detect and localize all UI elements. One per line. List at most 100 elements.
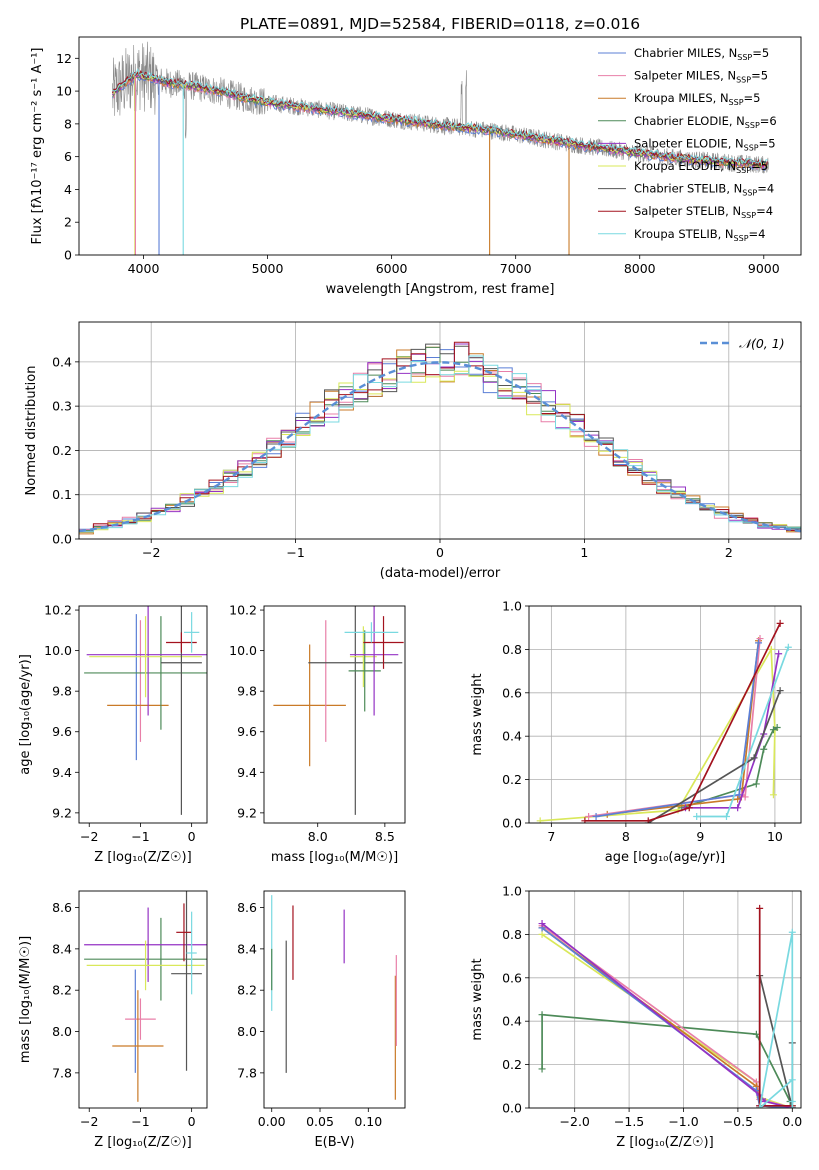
mass_vs_Z-ytick-label: 7.8	[52, 1065, 72, 1080]
weight_vs_Z-series-chabrier-miles	[541, 927, 793, 1108]
weight_vs_Z-xtick-label: −1.5	[614, 1114, 644, 1129]
mass_vs_Z-ytick-label: 8.6	[52, 900, 72, 915]
mass_vs_Z-point-kroupa-elodie	[86, 940, 205, 991]
age_vs_mass-point-kroupa-elodie	[349, 626, 377, 688]
weight_vs_age-series-chabrier-miles-marker	[755, 639, 763, 647]
mass_vs_Z-axes: −2 −1 0 7.8 8.0 8.2 8.4 8.6 Z [log₁₀(Z/Z☉)] mass …	[18, 900, 196, 1150]
weight_vs_age-series-salpeter-stelib	[584, 623, 781, 822]
age_vs_Z-xtick-label: −2	[80, 829, 98, 844]
weight_vs_Z-xtick-label: −2.0	[560, 1114, 590, 1129]
legend-label-salpeter-stelib: Salpeter STELIB, NSSP=4	[634, 204, 773, 220]
age_vs_Z-point-salpeter-elodie	[86, 606, 207, 716]
gaussian-legend-label: 𝒩(0, 1)	[739, 336, 785, 351]
spectrum-xtick-label: 9000	[748, 261, 780, 276]
weight_vs_Z-series-kroupa-stelib-marker	[756, 1104, 764, 1108]
weight_vs_Z-series-kroupa-stelib-marker	[788, 1104, 796, 1108]
residuals-xtick-label: 1	[580, 545, 588, 560]
weight_vs_age-series-salpeter-miles-marker	[756, 635, 764, 643]
residuals-xlabel: (data-model)/error	[380, 566, 501, 581]
mass_vs_EBV-ytick-label: 8.4	[237, 941, 257, 956]
age_vs_Z-ytick-label: 9.6	[52, 724, 72, 739]
weight_vs_age-series-kroupa-stelib-marker	[693, 812, 701, 820]
mass_vs_EBV-ytick-label: 8.0	[237, 1024, 257, 1039]
spectrum-ytick-label: 4	[64, 182, 72, 197]
weight_vs_age-series-chabrier-elodie-marker	[769, 726, 777, 734]
weight_vs_age-ylabel: mass weight	[470, 673, 485, 755]
mass_vs_Z-point-kroupa-stelib	[186, 911, 197, 995]
weight_vs_age-series-kroupa-elodie-marker	[769, 791, 777, 799]
residuals-xtick-label: 2	[725, 545, 733, 560]
mass_vs_Z-point-salpeter-elodie	[84, 907, 207, 982]
age_vs_Z-point-chabrier-elodie	[84, 616, 207, 730]
residuals-ytick-label: 0.1	[52, 487, 72, 502]
weight_vs_Z-ytick-label: 1.0	[502, 884, 522, 899]
age_vs_mass-plot-area	[273, 606, 404, 815]
spectrum-ytick-label: 10	[56, 84, 72, 99]
weight_vs_age-series-kroupa-elodie-marker	[536, 817, 544, 823]
weight_vs_age-series-kroupa-stelib-marker	[722, 812, 730, 820]
weight_vs_age-ytick-label: 0.0	[502, 816, 522, 831]
gaussian-curve	[79, 361, 801, 533]
model-spectrum-kroupa-stelib	[112, 68, 768, 165]
weight_vs_Z-series-salpeter-stelib-marker	[756, 904, 764, 912]
age_vs_Z-axes: −2 −1 0 9.2 9.4 9.6 9.8 10.0 10.2 Z [log₁₀(Z/Z☉)]…	[18, 603, 196, 865]
legend-label-salpeter-elodie: Salpeter ELODIE, NSSP=5	[634, 136, 776, 152]
residuals-xtick-label: 0	[436, 545, 444, 560]
weight_vs_age-series-kroupa-elodie-marker	[767, 645, 775, 653]
weight_vs_age-series-chabrier-elodie-marker	[773, 724, 781, 732]
age_vs_Z-ytick-label: 10.0	[44, 643, 72, 658]
age_vs_Z-point-chabrier-stelib	[160, 606, 202, 815]
age_vs_mass-point-kroupa-miles	[273, 644, 346, 767]
mass_vs_Z-xtick-label: −2	[80, 1114, 98, 1129]
weight_vs_age-xtick-label: 8	[622, 829, 630, 844]
spectrum-legend: Chabrier MILES, NSSP=5 Salpeter MILES, NS…	[598, 46, 777, 243]
weight_vs_age-series-chabrier-miles-marker	[592, 812, 600, 820]
weight_vs_Z-series-salpeter-elodie	[541, 922, 793, 1108]
weight_vs_Z-series-salpeter-elodie-marker	[538, 920, 546, 928]
mass_vs_EBV-xlabel: E(B-V)	[314, 1135, 354, 1150]
mass_vs_Z-ytick-label: 8.0	[52, 1024, 72, 1039]
legend-label-chabrier-stelib: Chabrier STELIB, NSSP=4	[634, 182, 774, 198]
mass_vs_EBV-xtick-label: 0.05	[306, 1114, 334, 1129]
weight_vs_Z-ytick-label: 0.2	[502, 1057, 522, 1072]
age_vs_mass-ytick-label: 10.0	[229, 643, 257, 658]
age_vs_Z-point-kroupa-elodie	[89, 616, 202, 698]
weight_vs_age-series-kroupa-stelib-marker	[784, 643, 792, 651]
weight_vs_Z-series-kroupa-stelib-marker	[788, 1076, 796, 1084]
weight_vs_age-xtick-label: 9	[696, 829, 704, 844]
weight_vs_age-series-salpeter-elodie-marker	[734, 804, 742, 812]
weight_vs_age-series-salpeter-elodie-marker	[775, 650, 783, 658]
age_vs_mass-ytick-label: 10.2	[229, 603, 257, 618]
spectrum-xtick-label: 5000	[252, 261, 284, 276]
weight_vs_age-ytick-label: 0.4	[502, 729, 522, 744]
spectrum-ytick-label: 6	[64, 149, 72, 164]
mass_vs_EBV-ytick-label: 8.2	[237, 983, 257, 998]
weight_vs_Z-frame	[528, 890, 802, 1109]
weight_vs_Z-ytick-label: 0.8	[502, 927, 522, 942]
residuals-ytick-label: 0.2	[52, 443, 72, 458]
weight_vs_Z-series-chabrier-elodie-marker	[752, 1030, 760, 1038]
observed-spectrum	[112, 41, 769, 174]
weight_vs_age-series-salpeter-stelib-marker	[581, 817, 589, 823]
age_vs_mass-point-kroupa-stelib	[344, 622, 399, 643]
weight_vs_Z-ylabel: mass weight	[470, 958, 485, 1040]
weight_vs_age-frame	[528, 605, 802, 824]
mass_vs_Z-ytick-label: 8.4	[52, 941, 72, 956]
weight_vs_age-ytick-label: 0.2	[502, 772, 522, 787]
weight_vs_age-plot-area	[536, 619, 792, 823]
mass_vs_Z-xtick-label: −1	[131, 1114, 149, 1129]
age_vs_Z-ylabel: age [log₁₀(age/yr)]	[18, 654, 33, 775]
age_vs_Z-frame	[78, 605, 208, 824]
weight_vs_Z-ytick-label: 0.6	[502, 970, 522, 985]
mass_vs_EBV-ytick-label: 7.8	[237, 1065, 257, 1080]
age_vs_Z-ytick-label: 10.2	[44, 603, 72, 618]
residuals-ytick-label: 0.4	[52, 354, 72, 369]
spectrum-xtick-label: 4000	[128, 261, 160, 276]
age_vs_Z-point-kroupa-stelib	[183, 612, 200, 653]
spectrum-axes: 4000 5000 6000 7000 8000 9000 0 2 4 6 8 10 12 wavelen…	[30, 48, 780, 298]
model-spectrum-chabrier-stelib	[112, 70, 768, 168]
legend-label-chabrier-miles: Chabrier MILES, NSSP=5	[634, 46, 769, 62]
age_vs_mass-point-chabrier-elodie	[348, 630, 381, 712]
weight_vs_Z-xtick-label: −0.5	[723, 1114, 753, 1129]
weight_vs_Z-series-kroupa-elodie-marker	[538, 930, 546, 938]
